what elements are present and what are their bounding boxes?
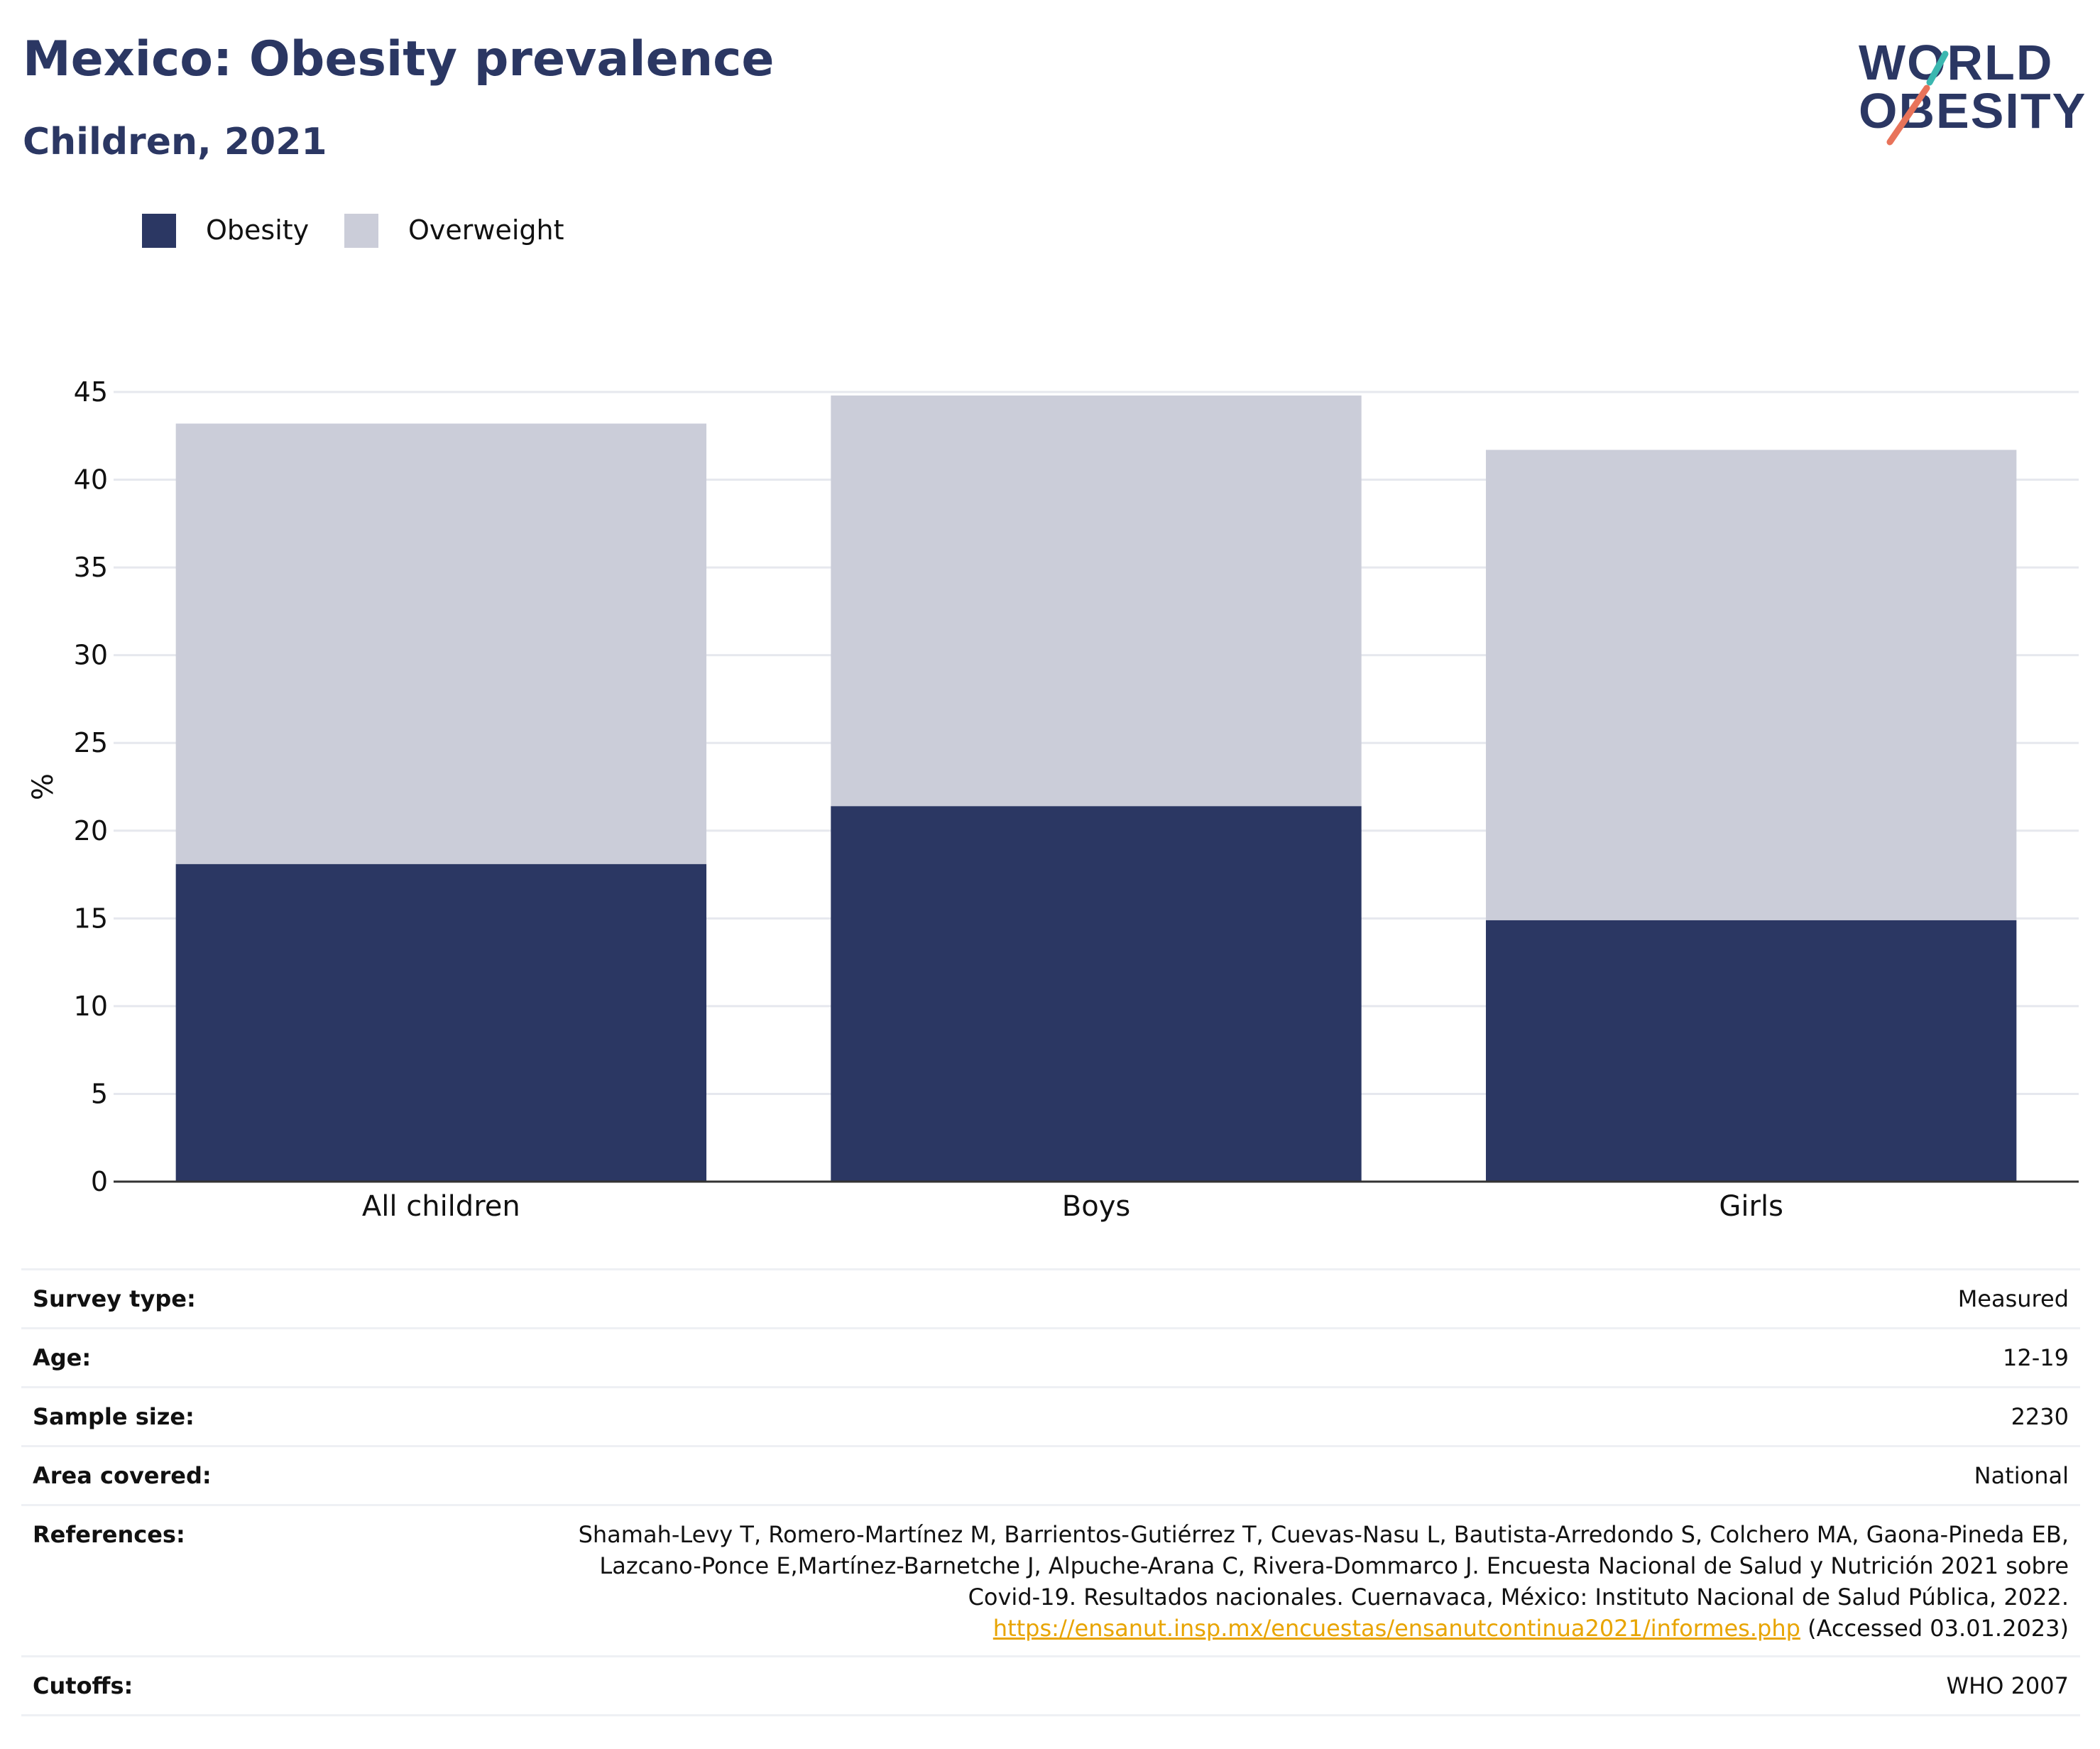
y-tick-label: 0 <box>91 1166 108 1197</box>
y-tick-label: 25 <box>74 727 108 758</box>
info-row-references: References: Shamah-Levy T, Romero-Martín… <box>21 1504 2080 1655</box>
y-tick-label: 30 <box>74 640 108 671</box>
legend-swatch-obesity <box>142 214 176 248</box>
legend-swatch-overweight <box>344 214 378 248</box>
x-tick-label: Girls <box>1719 1190 1783 1223</box>
info-label: Area covered: <box>33 1462 212 1489</box>
info-value: Measured <box>1957 1285 2069 1312</box>
y-tick-label: 20 <box>74 815 108 846</box>
y-tick-label: 45 <box>74 376 108 408</box>
y-tick-label: 5 <box>91 1078 108 1109</box>
reference-link-line: https://ensanut.insp.mx/encuestas/ensanu… <box>436 1613 2069 1644</box>
info-value: 2230 <box>2011 1403 2069 1430</box>
info-value: 12-19 <box>2003 1344 2069 1371</box>
y-tick-label: 15 <box>74 903 108 934</box>
chart-title: Mexico: Obesity prevalence <box>23 31 775 87</box>
survey-info-table: Survey type: Measured Age: 12-19 Sample … <box>21 1268 2080 1716</box>
references-text: Shamah-Levy T, Romero-Martínez M, Barrie… <box>436 1519 2069 1644</box>
legend-label-obesity: Obesity <box>206 214 310 246</box>
y-axis-title: % <box>27 773 60 800</box>
y-tick-label: 40 <box>74 464 108 496</box>
info-row-sample-size: Sample size: 2230 <box>21 1386 2080 1445</box>
reference-line: Shamah-Levy T, Romero-Martínez M, Barrie… <box>578 1521 2069 1548</box>
stacked-bar-chart: 0 5 10 15 20 25 30 35 40 45% All children Boys Girls <box>27 376 2079 1223</box>
x-tick-label: All children <box>362 1190 520 1223</box>
info-row-cutoffs: Cutoffs: WHO 2007 <box>21 1655 2080 1716</box>
bar-obesity-girls <box>1485 920 2017 1182</box>
info-row-survey-type: Survey type: Measured <box>21 1268 2080 1327</box>
info-value: National <box>1974 1462 2069 1489</box>
info-label: Survey type: <box>33 1285 196 1312</box>
accessed-date: (Accessed 03.01.2023) <box>1808 1615 2069 1642</box>
bar-obesity-boys <box>831 806 1362 1182</box>
world-obesity-logo: WORLD OBESITY <box>1846 28 2087 156</box>
legend-label-overweight: Overweight <box>408 214 564 246</box>
logo-slash-icon <box>1886 50 1949 146</box>
bar-overweight-girls <box>1485 449 2017 920</box>
info-label: References: <box>33 1521 185 1548</box>
y-tick-label: 10 <box>74 991 108 1022</box>
reference-line: Covid-19. Resultados nacionales. Cuernav… <box>968 1584 2069 1611</box>
reference-line: Lazcano-Ponce E,Martínez-Barnetche J, Al… <box>599 1552 2069 1579</box>
info-label: Cutoffs: <box>33 1672 133 1699</box>
chart-subtitle: Children, 2021 <box>23 121 327 163</box>
y-tick-label: 35 <box>74 552 108 583</box>
x-tick-label: Boys <box>1062 1190 1130 1223</box>
info-value: WHO 2007 <box>1946 1672 2069 1699</box>
info-row-age: Age: 12-19 <box>21 1327 2080 1386</box>
bar-obesity-all-children <box>175 863 707 1182</box>
info-label: Age: <box>33 1344 92 1371</box>
info-label: Sample size: <box>33 1403 195 1430</box>
bar-overweight-all-children <box>175 423 707 864</box>
bar-overweight-boys <box>831 395 1362 807</box>
info-row-area-covered: Area covered: National <box>21 1445 2080 1504</box>
reference-link[interactable]: https://ensanut.insp.mx/encuestas/ensanu… <box>992 1615 1800 1642</box>
logo-line-1: WORLD <box>1859 35 2054 90</box>
